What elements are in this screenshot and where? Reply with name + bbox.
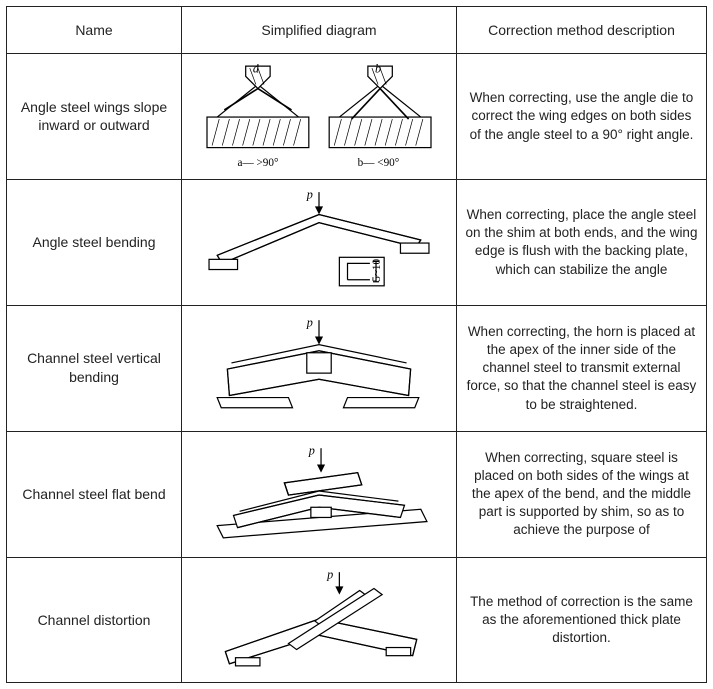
diagram-channel-distortion: p [186, 562, 452, 674]
page-wrap: Name Simplified diagram Correction metho… [0, 0, 713, 689]
label-p: p [308, 443, 315, 457]
row-description: The method of correction is the same as … [457, 557, 707, 683]
label-p: p [306, 315, 313, 329]
label-dim: 5~10 [371, 258, 383, 281]
row-description: When correcting, place the angle steel o… [457, 179, 707, 305]
label-a: a [253, 61, 259, 75]
row-diagram: p 5~10 [182, 179, 457, 305]
label-b: b [375, 61, 381, 75]
header-diagram: Simplified diagram [182, 7, 457, 54]
row-name: Angle steel wings slope inward or outwar… [7, 54, 182, 180]
caption-a: a— >90° [238, 157, 279, 169]
table-row: Angle steel wings slope inward or outwar… [7, 54, 707, 180]
correction-table: Name Simplified diagram Correction metho… [6, 6, 707, 683]
header-row: Name Simplified diagram Correction metho… [7, 7, 707, 54]
label-p: p [326, 567, 333, 581]
diagram-channel-flat: p [186, 436, 452, 548]
header-name: Name [7, 7, 182, 54]
row-diagram: a [182, 54, 457, 180]
row-name: Angle steel bending [7, 179, 182, 305]
row-diagram: p [182, 305, 457, 431]
table-row: Channel steel vertical bending [7, 305, 707, 431]
diagram-angle-bending: p 5~10 [186, 184, 452, 296]
row-diagram: p [182, 557, 457, 683]
table-row: Angle steel bending [7, 179, 707, 305]
row-description: When correcting, use the angle die to co… [457, 54, 707, 180]
row-description: When correcting, square steel is placed … [457, 431, 707, 557]
row-description: When correcting, the horn is placed at t… [457, 305, 707, 431]
row-diagram: p [182, 431, 457, 557]
row-name: Channel distortion [7, 557, 182, 683]
diagram-angle-slope: a [186, 58, 452, 170]
table-row: Channel distortion [7, 557, 707, 683]
diagram-channel-vertical: p [186, 310, 452, 422]
header-description: Correction method description [457, 7, 707, 54]
row-name: Channel steel vertical bending [7, 305, 182, 431]
table-row: Channel steel flat bend [7, 431, 707, 557]
row-name: Channel steel flat bend [7, 431, 182, 557]
label-p: p [306, 187, 313, 201]
caption-b: b— <90° [358, 157, 400, 169]
